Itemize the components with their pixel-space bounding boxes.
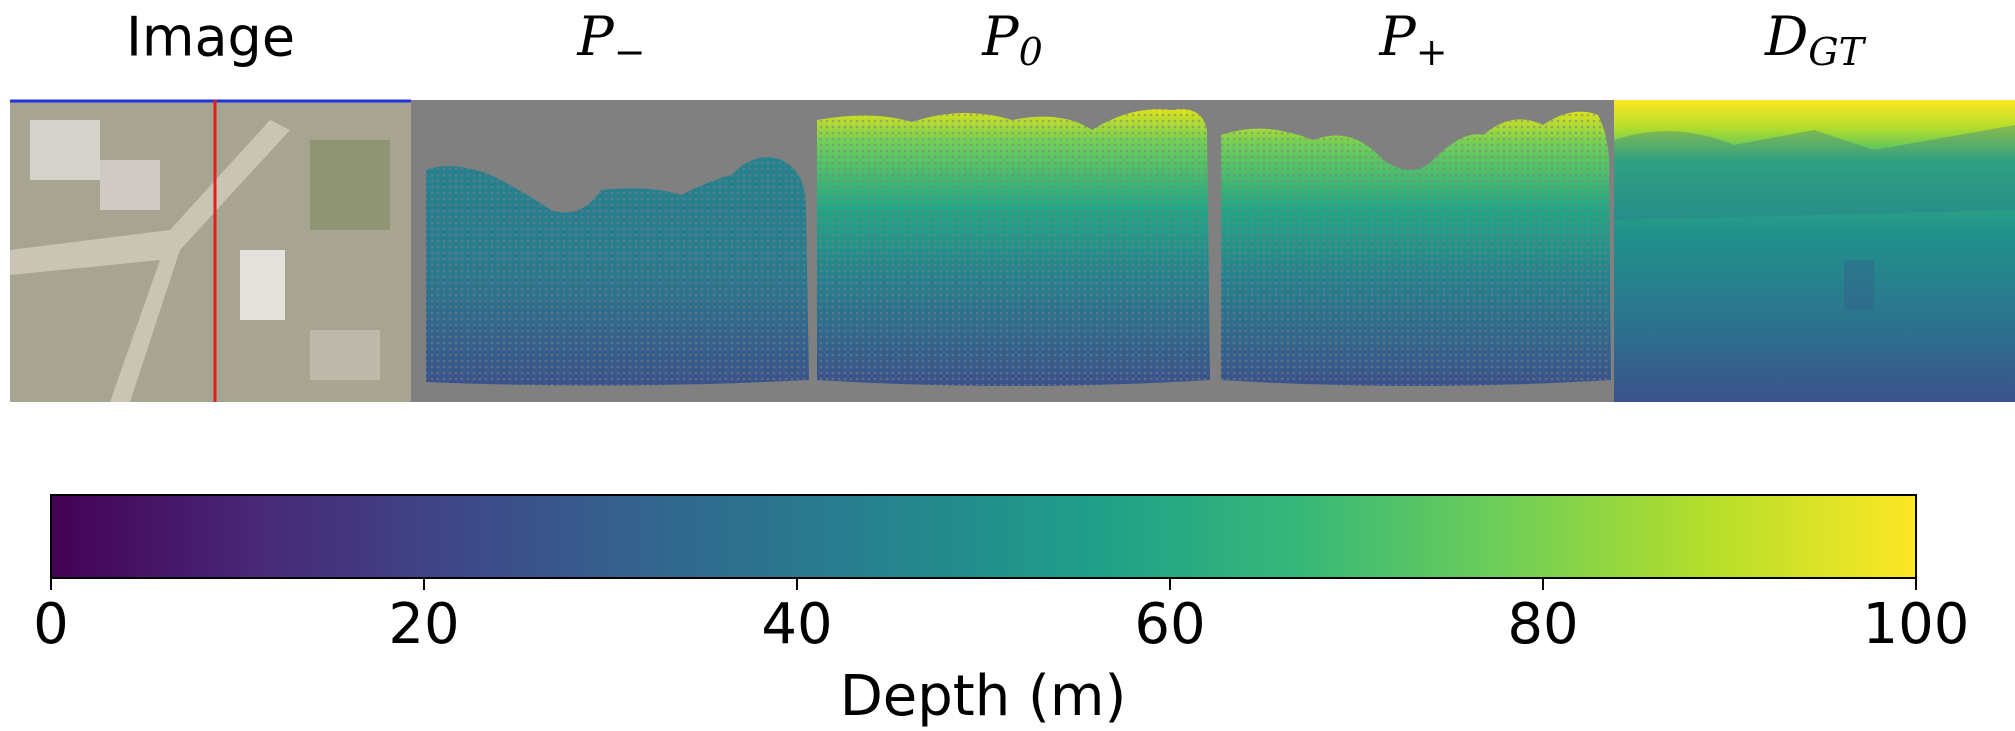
panel-title: P− <box>576 5 645 74</box>
x-tick-label: 20 <box>388 592 459 657</box>
panel-title: DGT <box>1764 5 1867 74</box>
x-tick-label: 0 <box>33 592 69 657</box>
panel-title-sub: + <box>1416 30 1448 74</box>
point-cloud-panel <box>411 100 812 402</box>
x-tick-label: 80 <box>1507 592 1578 657</box>
panel-title: Image <box>126 6 295 69</box>
x-tick-label: 40 <box>761 592 832 657</box>
x-axis-label: Depth (m) <box>840 664 1127 729</box>
panel-title: P0 <box>981 5 1043 74</box>
panel-title-sub: − <box>614 30 646 74</box>
x-tick-label: 60 <box>1134 592 1205 657</box>
panel-title: P+ <box>1378 5 1447 74</box>
panel-titles: Image P− P0 P+ DGT <box>126 5 1867 74</box>
colorbar <box>50 494 1917 579</box>
image-panel <box>10 99 411 402</box>
point-cloud-panel <box>1213 100 1614 402</box>
panel-title-sub: 0 <box>1019 30 1043 74</box>
panel-title-base: D <box>1764 5 1808 68</box>
panel-title-base: P <box>981 5 1020 68</box>
point-cloud-panel <box>812 100 1213 402</box>
depth-gt-panel <box>1614 100 2015 402</box>
panel-title-sub: GT <box>1808 30 1866 74</box>
panel-title-base: P <box>1378 5 1417 68</box>
x-tick-label: 100 <box>1863 592 1970 657</box>
panels <box>10 99 2015 402</box>
panel-title-base: P <box>576 5 615 68</box>
